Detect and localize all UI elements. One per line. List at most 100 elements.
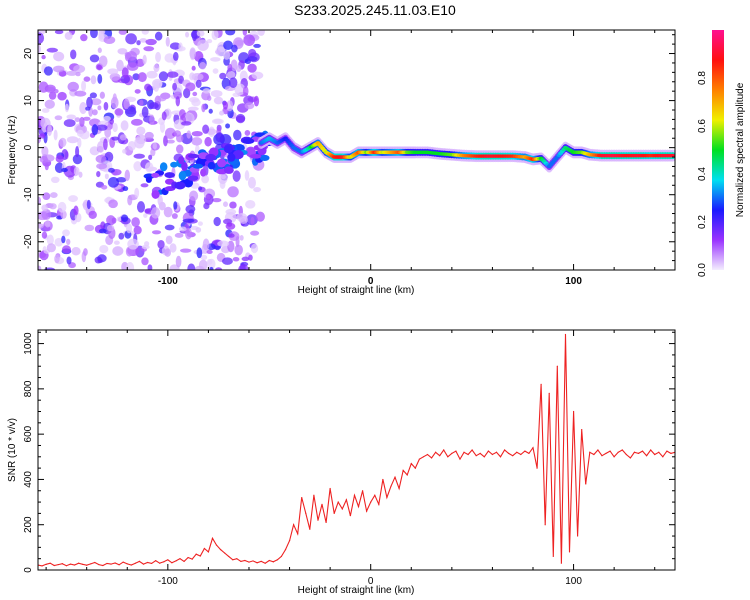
noise-blob: [97, 105, 102, 111]
noise-blob: [153, 63, 160, 73]
noise-blob: [131, 217, 140, 228]
noise-blob: [71, 247, 81, 256]
noise-blob: [118, 232, 125, 240]
noise-blob: [90, 30, 98, 39]
noise-blob: [62, 245, 71, 254]
noise-blob: [164, 53, 175, 63]
noise-blob: [119, 134, 127, 141]
noise-blob: [127, 195, 133, 206]
noise-blob: [127, 238, 139, 250]
noise-blob: [122, 186, 129, 192]
snr-data-point: [410, 462, 412, 465]
y-tick-label: 400: [23, 471, 34, 488]
signal-blob: [178, 156, 185, 165]
noise-blob: [139, 99, 144, 106]
noise-blob: [42, 192, 51, 201]
signal-blob: [205, 153, 217, 162]
x-tick-label: 100: [565, 276, 582, 287]
noise-blob: [253, 187, 262, 193]
signal-blob: [178, 170, 187, 181]
noise-blob: [134, 137, 145, 149]
noise-blob: [226, 100, 234, 112]
snr-data-point: [581, 429, 583, 431]
snr-data-point: [86, 564, 88, 566]
noise-blob: [134, 187, 140, 199]
noise-blob: [182, 218, 195, 223]
snr-data-point: [329, 487, 331, 490]
noise-blob: [211, 30, 219, 41]
noise-blob: [48, 91, 57, 100]
signal-blob: [174, 181, 186, 190]
snr-data-point: [102, 564, 104, 567]
snr-data-point: [256, 562, 258, 564]
noise-blob: [95, 154, 107, 164]
snr-data-point: [110, 563, 112, 565]
noise-blob: [121, 67, 129, 79]
noise-blob: [214, 267, 223, 270]
noise-blob: [171, 213, 178, 219]
snr-data-point: [191, 558, 193, 560]
snr-data-point: [650, 449, 652, 451]
noise-blob: [185, 82, 196, 92]
snr-data-point: [374, 494, 376, 496]
noise-blob: [108, 167, 115, 173]
noise-blob: [39, 133, 46, 139]
noise-blob: [202, 124, 210, 134]
signal-blob: [242, 138, 255, 145]
spectrogram-ylabel: Frequency (Hz): [7, 116, 18, 185]
snr-data-point: [637, 452, 640, 454]
noise-blob: [41, 54, 46, 60]
snr-data-point: [313, 494, 315, 496]
snr-data-point: [467, 453, 469, 456]
noise-blob: [112, 122, 118, 133]
snr-data-point: [349, 515, 352, 517]
snr-data-point: [244, 559, 246, 562]
noise-blob: [106, 215, 116, 226]
noise-blob: [103, 115, 111, 122]
noise-blob: [39, 156, 49, 164]
noise-blob: [120, 214, 129, 223]
snr-data-point: [617, 451, 619, 453]
noise-blob: [137, 72, 147, 83]
noise-blob: [54, 115, 63, 121]
noise-blob: [106, 224, 115, 232]
snr-data-point: [463, 451, 465, 453]
snr-data-point: [422, 456, 425, 458]
noise-blob: [55, 155, 64, 163]
noise-blob: [38, 44, 41, 54]
snr-data-point: [378, 503, 380, 505]
noise-blob: [143, 46, 155, 52]
noise-blob: [196, 30, 205, 37]
noise-blob: [66, 256, 72, 265]
x-tick-label: -100: [158, 276, 178, 287]
noise-blob: [96, 124, 108, 131]
noise-blob: [157, 239, 165, 249]
noise-blob: [84, 224, 95, 232]
snr-data-point: [90, 563, 92, 565]
colorbar-gradient: [712, 30, 724, 270]
noise-blob: [231, 44, 238, 53]
snr-data-point: [301, 496, 303, 499]
noise-blob: [67, 81, 79, 92]
noise-blob: [125, 262, 135, 270]
noise-blob: [112, 93, 117, 104]
noise-blob: [136, 40, 141, 46]
noise-blob: [198, 186, 203, 191]
noise-blob: [223, 201, 228, 208]
noise-blob: [186, 130, 192, 139]
noise-blob: [247, 176, 256, 189]
noise-blob: [63, 119, 76, 127]
snr-data-point: [645, 455, 648, 457]
noise-blob: [161, 111, 167, 121]
noise-blob: [148, 154, 153, 160]
snr-data-point: [516, 451, 518, 453]
snr-data-point: [183, 560, 185, 562]
noise-blob: [234, 39, 244, 46]
noise-blob: [241, 256, 250, 262]
noise-blob: [154, 31, 163, 41]
noise-blob: [164, 224, 175, 231]
noise-blob: [185, 204, 196, 214]
snr-data-point: [361, 490, 364, 492]
noise-blob: [44, 267, 56, 270]
snr-data-point: [179, 558, 181, 560]
